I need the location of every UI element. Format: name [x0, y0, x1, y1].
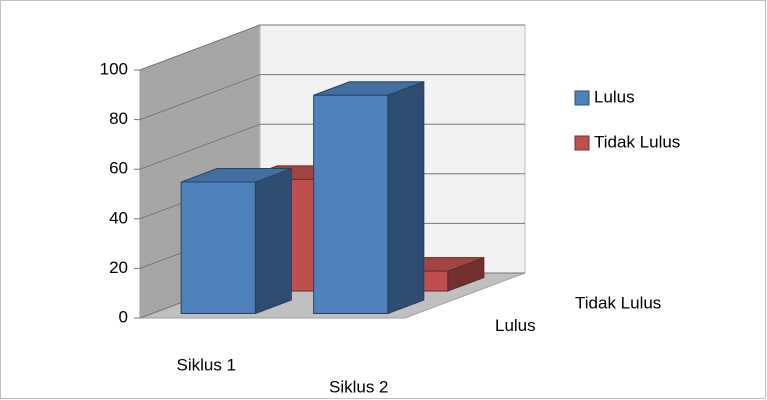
y-tick-label: 100 [100, 59, 128, 78]
legend-swatch [574, 135, 590, 151]
depth-label: Lulus [495, 316, 536, 335]
depth-label: Tidak Lulus [575, 294, 661, 313]
x-tick-label: Siklus 2 [329, 377, 389, 396]
grid-line [139, 24, 525, 71]
bar [180, 181, 256, 314]
bar-side [387, 81, 425, 315]
grid-line [139, 123, 525, 170]
legend-label: Lulus [594, 87, 635, 106]
y-tick-label: 60 [109, 159, 128, 178]
y-tick-label: 0 [119, 307, 128, 326]
legend-swatch [574, 90, 590, 106]
x-tick-label: Siklus 1 [176, 355, 236, 374]
y-tick-label: 80 [109, 109, 128, 128]
bar-side [254, 167, 292, 315]
bar [313, 94, 389, 314]
y-tick-label: 40 [109, 208, 128, 227]
legend-label: Tidak Lulus [594, 132, 680, 151]
grid-line [139, 74, 525, 121]
y-tick-label: 20 [109, 258, 128, 277]
